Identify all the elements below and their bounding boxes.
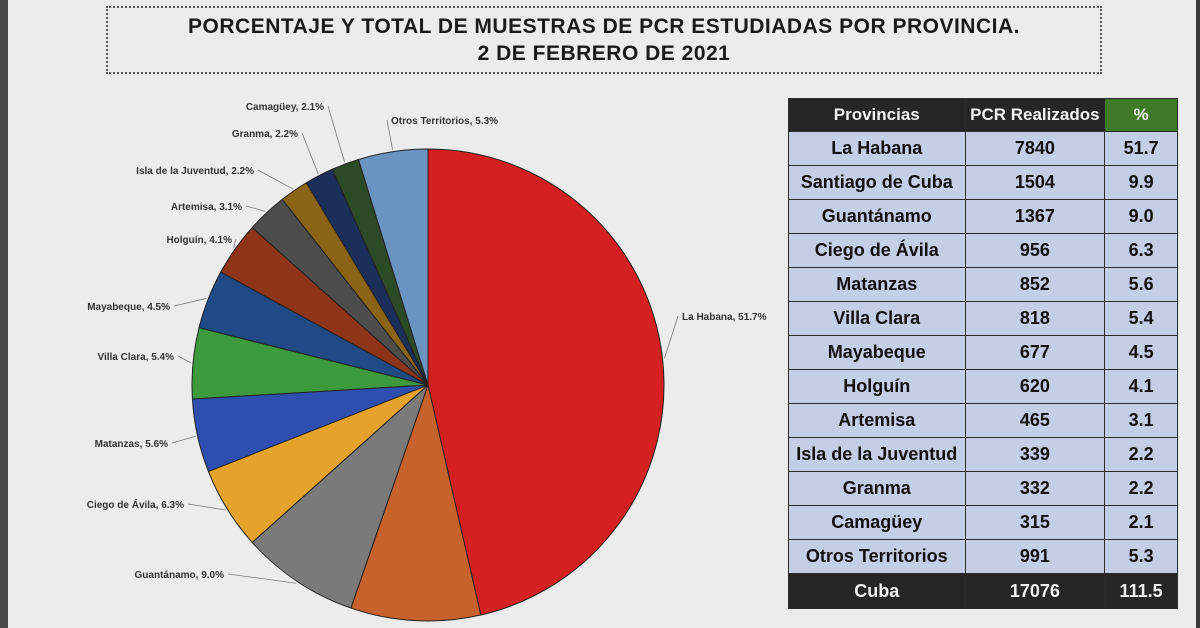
table-row: Camagüey 315 2.1	[788, 505, 1178, 540]
cell-provincia: Guantánamo	[788, 199, 966, 234]
cell-percent: 2.2	[1104, 471, 1178, 506]
table-row: Holguín 620 4.1	[788, 369, 1178, 404]
cell-provincia: Santiago de Cuba	[788, 165, 966, 200]
leader-line	[301, 132, 319, 174]
cell-pcr: 332	[964, 471, 1106, 506]
cell-pcr: 991	[964, 539, 1106, 574]
slice-label: Camagüey, 2.1%	[246, 102, 324, 113]
cell-percent: 5.6	[1104, 267, 1178, 302]
cell-provincia: La Habana	[788, 131, 966, 166]
chart-subtitle-date: 2 DE FEBRERO DE 2021	[477, 42, 731, 65]
cell-pcr: 1504	[964, 165, 1106, 200]
cell-pcr: 852	[964, 267, 1106, 302]
slice-label: Mayabeque, 4.5%	[87, 302, 170, 313]
table-row: Granma 332 2.2	[788, 471, 1178, 506]
total-pcr: 17076	[964, 573, 1106, 609]
chart-title-box: PORCENTAJE Y TOTAL DE MUESTRAS DE PCR ES…	[106, 6, 1102, 74]
cell-percent: 6.3	[1104, 233, 1178, 268]
cell-percent: 4.1	[1104, 369, 1178, 404]
slice-label: La Habana, 51.7%	[682, 312, 767, 323]
table-row: Mayabeque 677 4.5	[788, 335, 1178, 370]
leader-line	[257, 169, 294, 190]
pie-chart: La Habana, 51.7% Guantánamo, 9.0% Ciego de…	[87, 102, 767, 622]
cell-pcr: 465	[964, 403, 1106, 438]
cell-percent: 9.9	[1104, 165, 1178, 200]
cell-percent: 2.1	[1104, 505, 1178, 540]
cell-pcr: 677	[964, 335, 1106, 370]
leader-line	[245, 205, 266, 212]
header-pcr-realizados: PCR Realizados	[964, 98, 1106, 132]
table-header-row: Provincias PCR Realizados %	[788, 98, 1178, 132]
leader-line	[187, 503, 226, 511]
pie-slice	[427, 148, 665, 616]
cell-percent: 3.1	[1104, 403, 1178, 438]
cell-percent: 9.0	[1104, 199, 1178, 234]
cell-provincia: Isla de la Juventud	[788, 437, 966, 472]
slice-label: Otros Territorios, 5.3%	[391, 116, 498, 127]
total-label: Cuba	[788, 573, 966, 609]
leader-line	[173, 298, 207, 307]
table-row: Artemisa 465 3.1	[788, 403, 1178, 438]
pie-slice	[357, 148, 429, 386]
cell-pcr: 1367	[964, 199, 1106, 234]
cell-percent: 5.4	[1104, 301, 1178, 336]
slice-label: Artemisa, 3.1%	[171, 202, 242, 213]
table-row: Otros Territorios 991 5.3	[788, 539, 1178, 574]
data-table-container: Provincias PCR Realizados % La Habana 784…	[788, 98, 1178, 609]
chart-title: PORCENTAJE Y TOTAL DE MUESTRAS DE PCR ES…	[188, 15, 1020, 38]
data-table: Provincias PCR Realizados % La Habana 784…	[788, 98, 1178, 609]
slice-label: Isla de la Juventud, 2.2%	[136, 166, 254, 177]
leader-line	[177, 355, 192, 364]
slice-label: Ciego de Ávila, 6.3%	[87, 498, 184, 511]
cell-provincia: Matanzas	[788, 267, 966, 302]
cell-percent: 51.7	[1104, 131, 1178, 166]
cell-percent: 2.2	[1104, 437, 1178, 472]
slice-label: Holguín, 4.1%	[166, 235, 232, 246]
cell-provincia: Artemisa	[788, 403, 966, 438]
leader-line	[233, 238, 237, 248]
leader-line	[327, 105, 345, 163]
header-percent: %	[1104, 98, 1178, 132]
cell-provincia: Otros Territorios	[788, 539, 966, 574]
table-total-row: Cuba 17076 111.5	[788, 573, 1178, 609]
cell-percent: 5.3	[1104, 539, 1178, 574]
cell-pcr: 620	[964, 369, 1106, 404]
cell-provincia: Mayabeque	[788, 335, 966, 370]
leader-line	[171, 435, 196, 444]
slice-label: Villa Clara, 5.4%	[97, 352, 174, 363]
cell-percent: 4.5	[1104, 335, 1178, 370]
header-provincias: Provincias	[788, 98, 966, 132]
table-row: Isla de la Juventud 339 2.2	[788, 437, 1178, 472]
slide: PORCENTAJE Y TOTAL DE MUESTRAS DE PCR ES…	[8, 0, 1196, 628]
cell-pcr: 315	[964, 505, 1106, 540]
table-row: Santiago de Cuba 1504 9.9	[788, 165, 1178, 200]
table-row: La Habana 7840 51.7	[788, 131, 1178, 166]
leader-line	[664, 315, 679, 359]
slice-label: Granma, 2.2%	[232, 129, 298, 140]
slice-label: Matanzas, 5.6%	[95, 439, 168, 450]
cell-pcr: 339	[964, 437, 1106, 472]
slice-label: Guantánamo, 9.0%	[135, 570, 225, 581]
pie-slice	[251, 383, 430, 609]
cell-pcr: 818	[964, 301, 1106, 336]
total-percent: 111.5	[1104, 573, 1178, 609]
cell-provincia: Ciego de Ávila	[788, 233, 966, 268]
cell-provincia: Villa Clara	[788, 301, 966, 336]
table-row: Matanzas 852 5.6	[788, 267, 1178, 302]
table-row: Villa Clara 818 5.4	[788, 301, 1178, 336]
frame-edge	[1196, 0, 1200, 628]
cell-provincia: Holguín	[788, 369, 966, 404]
cell-provincia: Granma	[788, 471, 966, 506]
cell-pcr: 956	[964, 233, 1106, 268]
pie-slice	[350, 383, 482, 622]
leader-line	[227, 573, 297, 584]
table-row: Guantánamo 1367 9.0	[788, 199, 1178, 234]
leader-line	[386, 119, 393, 150]
cell-provincia: Camagüey	[788, 505, 966, 540]
cell-pcr: 7840	[964, 131, 1106, 166]
table-row: Ciego de Ávila 956 6.3	[788, 233, 1178, 268]
